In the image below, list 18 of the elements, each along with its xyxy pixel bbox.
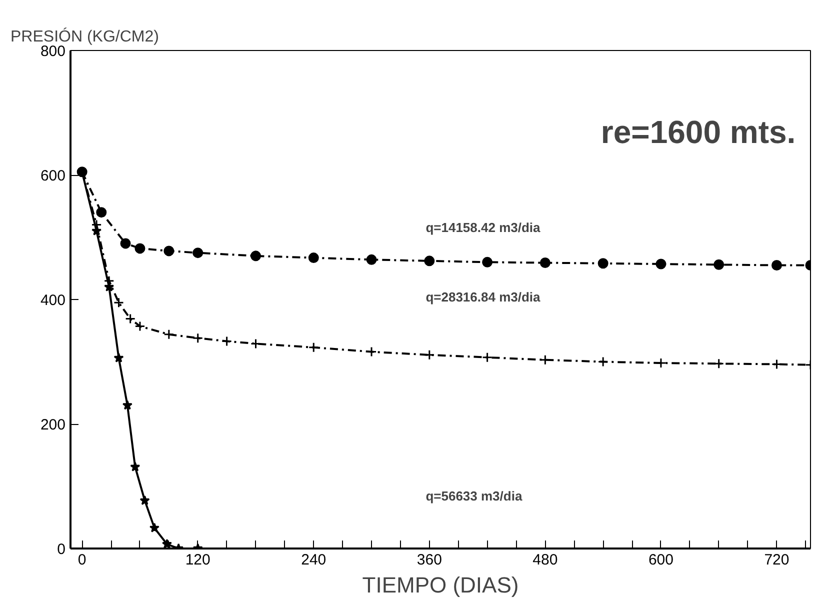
- x-tick-label: 120: [185, 552, 210, 568]
- x-tick-label: 720: [764, 552, 790, 568]
- annotation: q=28316.84 m3/dia: [426, 289, 542, 304]
- x-tick-label: 600: [648, 552, 674, 568]
- y-tick-label: 800: [40, 43, 66, 60]
- y-tick-label: 400: [40, 292, 66, 309]
- x-tick-label: 480: [532, 552, 558, 568]
- y-tick-label: 200: [40, 416, 66, 434]
- annotation: q=14158.42 m3/dia: [426, 220, 542, 235]
- y-tick-label: 600: [40, 168, 66, 184]
- y-axis-title: PRESIÓN (KG/CM2): [10, 28, 159, 46]
- x-axis-title: TIEMPO (DIAS): [362, 572, 519, 598]
- annotation: re=1600 mts.: [600, 114, 796, 150]
- x-tick-label: 0: [78, 552, 86, 568]
- annotation: q=56633 m3/dia: [426, 488, 523, 504]
- y-tick-label: 0: [57, 541, 66, 558]
- x-tick-label: 360: [416, 552, 442, 568]
- x-tick-label: 240: [301, 552, 326, 568]
